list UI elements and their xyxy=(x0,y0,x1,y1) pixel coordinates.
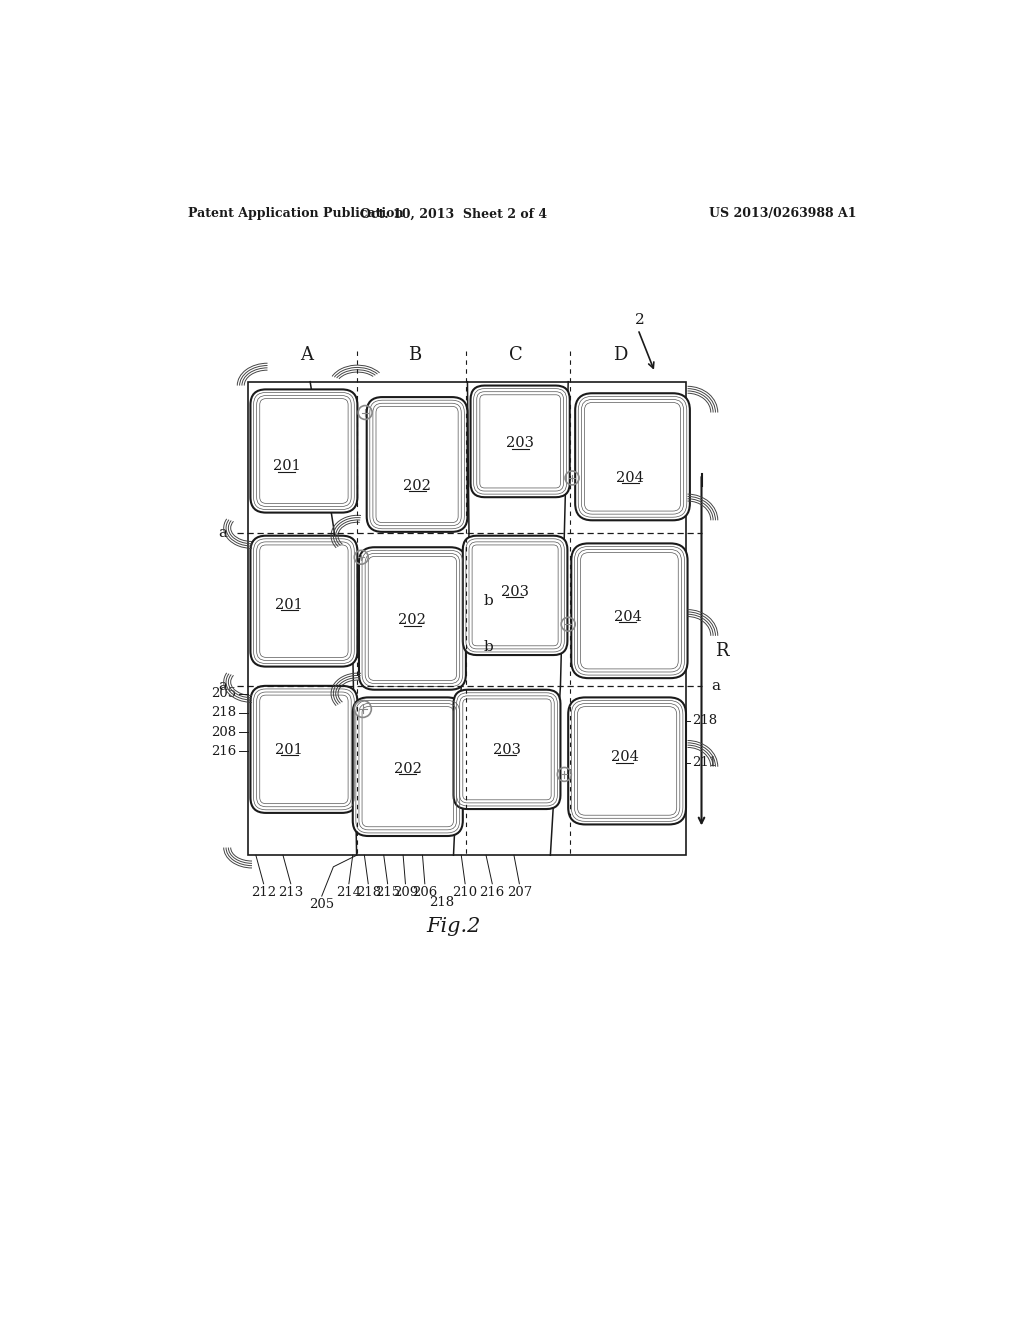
Text: 204: 204 xyxy=(611,751,639,764)
Text: 201: 201 xyxy=(275,598,303,612)
Text: b: b xyxy=(483,594,494,609)
Text: 203: 203 xyxy=(501,585,528,599)
Text: 218: 218 xyxy=(355,886,381,899)
Text: 204: 204 xyxy=(616,471,644,484)
Text: Patent Application Publication: Patent Application Publication xyxy=(188,207,403,220)
FancyBboxPatch shape xyxy=(352,697,463,836)
Text: 218: 218 xyxy=(429,896,455,909)
Text: 213: 213 xyxy=(279,886,303,899)
Text: 212: 212 xyxy=(251,886,276,899)
Text: A: A xyxy=(300,346,312,364)
Text: 216: 216 xyxy=(479,886,505,899)
Text: 210: 210 xyxy=(453,886,477,899)
FancyBboxPatch shape xyxy=(251,389,357,512)
Text: 218: 218 xyxy=(211,706,237,719)
Text: B: B xyxy=(409,346,421,364)
FancyBboxPatch shape xyxy=(359,548,466,689)
Text: 202: 202 xyxy=(403,479,431,492)
Text: 209: 209 xyxy=(393,886,418,899)
Text: 218: 218 xyxy=(692,714,718,727)
Text: 207: 207 xyxy=(507,886,532,899)
FancyBboxPatch shape xyxy=(251,686,357,813)
Text: a: a xyxy=(218,678,227,693)
FancyBboxPatch shape xyxy=(571,544,687,678)
Text: 202: 202 xyxy=(398,614,426,627)
Text: 201: 201 xyxy=(273,459,301,474)
FancyBboxPatch shape xyxy=(454,689,560,809)
Text: Oct. 10, 2013  Sheet 2 of 4: Oct. 10, 2013 Sheet 2 of 4 xyxy=(360,207,547,220)
Text: 201: 201 xyxy=(275,743,303,756)
Text: 2: 2 xyxy=(635,313,644,327)
Text: C: C xyxy=(509,346,522,364)
FancyBboxPatch shape xyxy=(568,697,686,825)
Text: 203: 203 xyxy=(493,743,521,756)
FancyBboxPatch shape xyxy=(251,536,357,667)
Text: R: R xyxy=(716,643,729,660)
FancyBboxPatch shape xyxy=(575,393,690,520)
Text: 202: 202 xyxy=(394,762,422,776)
Text: D: D xyxy=(613,346,628,364)
Text: a: a xyxy=(711,678,720,693)
Text: 203: 203 xyxy=(506,437,535,450)
Text: 216: 216 xyxy=(211,744,237,758)
Text: 205: 205 xyxy=(211,686,237,700)
Text: b: b xyxy=(483,640,494,655)
Text: US 2013/0263988 A1: US 2013/0263988 A1 xyxy=(709,207,856,220)
Text: a: a xyxy=(218,527,227,540)
Bar xyxy=(248,381,686,855)
Text: 205: 205 xyxy=(309,898,334,911)
Text: 214: 214 xyxy=(336,886,361,899)
Text: 215: 215 xyxy=(375,886,400,899)
Text: 211: 211 xyxy=(692,756,718,770)
Text: 208: 208 xyxy=(211,726,237,739)
FancyBboxPatch shape xyxy=(471,385,569,498)
Text: 206: 206 xyxy=(413,886,437,899)
FancyBboxPatch shape xyxy=(367,397,467,532)
FancyBboxPatch shape xyxy=(463,536,567,655)
Text: 204: 204 xyxy=(614,610,642,623)
Text: Fig.2: Fig.2 xyxy=(426,917,480,936)
